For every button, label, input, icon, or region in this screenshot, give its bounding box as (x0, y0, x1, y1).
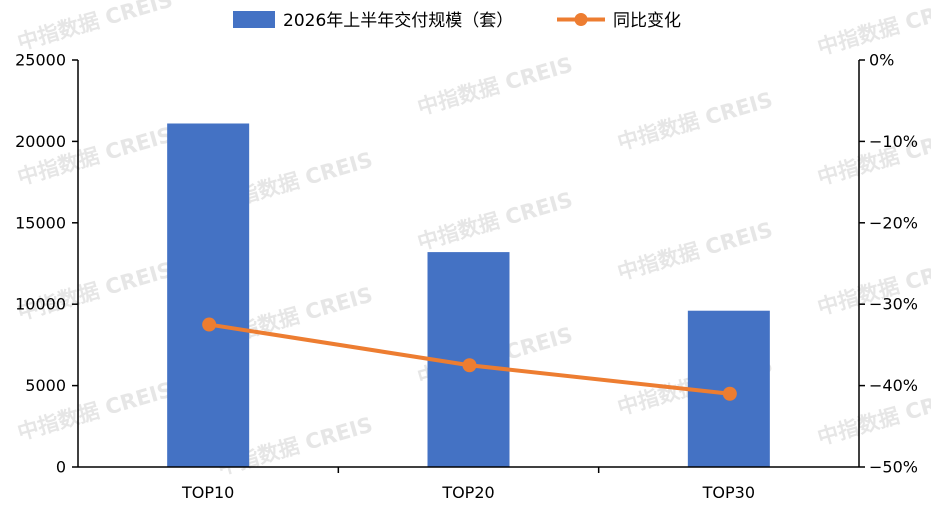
bar-top10 (167, 123, 250, 467)
right-axis-ticks: −50% −40% −30% −20% −10% 0% (859, 51, 918, 477)
x-tick-label: TOP10 (181, 483, 234, 502)
watermark-text: 中指数据 CREIS (615, 88, 776, 155)
axes (77, 60, 860, 468)
left-tick-label: 15000 (15, 213, 66, 232)
watermark-text: 中指数据 CREIS (15, 258, 176, 325)
legend-bar-label: 2026年上半年交付规模（套） (283, 11, 513, 31)
legend-line-label: 同比变化 (613, 11, 681, 31)
right-tick-label: −20% (869, 213, 918, 232)
left-tick-label: 5000 (25, 376, 66, 395)
watermark-text: 中指数据 CREIS (615, 218, 776, 285)
x-axis-ticks: TOP10 TOP20 TOP30 (181, 467, 755, 502)
yoy-point-top20 (462, 358, 477, 373)
bar-series (167, 123, 770, 467)
watermark-text: 中指数据 CREIS (415, 188, 576, 255)
right-tick-label: −10% (869, 132, 918, 151)
left-tick-label: 25000 (15, 51, 66, 70)
right-tick-label: −40% (869, 376, 918, 395)
right-tick-label: −30% (869, 295, 918, 314)
left-tick-label: 0 (56, 458, 66, 477)
right-tick-label: 0% (869, 51, 894, 70)
legend: 2026年上半年交付规模（套） 同比变化 (233, 11, 681, 31)
x-tick-label: TOP30 (702, 483, 755, 502)
left-tick-label: 10000 (15, 295, 66, 314)
legend-line-marker (574, 13, 588, 26)
line-series (202, 317, 737, 401)
watermark-text: 中指数据 CREIS (415, 53, 576, 120)
left-tick-label: 20000 (15, 132, 66, 151)
left-axis-ticks: 0 5000 10000 15000 20000 25000 (15, 51, 78, 477)
yoy-point-top30 (722, 386, 737, 401)
right-tick-label: −50% (869, 458, 918, 477)
yoy-point-top10 (202, 317, 217, 332)
x-tick-label: TOP20 (441, 483, 494, 502)
legend-bar-swatch (233, 11, 275, 28)
watermark-text: 中指数据 CREIS (15, 0, 176, 55)
